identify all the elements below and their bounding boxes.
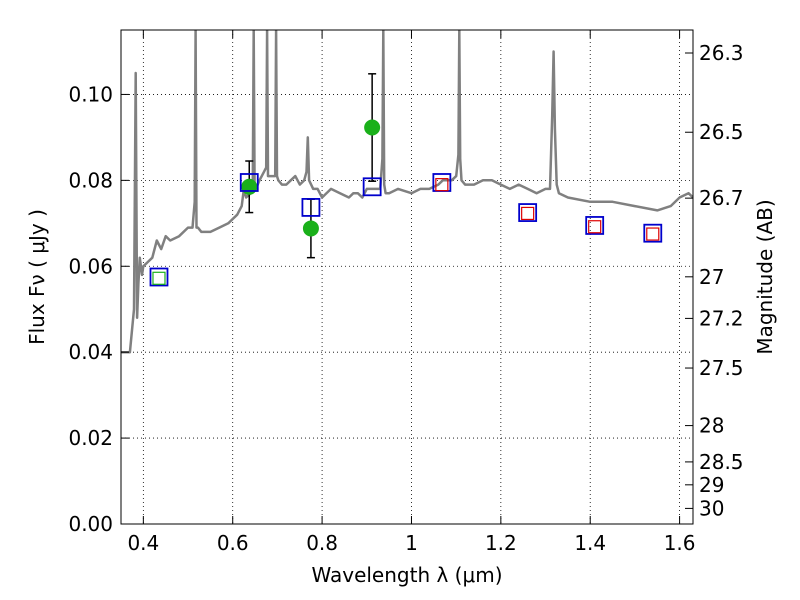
model-flux-square (585, 216, 605, 235)
mag-tick-label: 26.5 (699, 120, 744, 144)
axis-ticks: 0.4 0.6 0.8 1 1.2 1.4 1.6 0.00 0.02 0.04 0.06 0.08 0… (68, 30, 744, 555)
model-flux-square (435, 178, 449, 192)
mag-tick-label: 30 (699, 496, 724, 520)
mag-tick-label: 29 (699, 473, 724, 497)
mag-tick-label: 26.3 (699, 41, 744, 65)
mag-tick-label: 27.5 (699, 356, 744, 380)
mag-tick-label: 27.2 (699, 306, 744, 330)
model-flux-square (643, 223, 663, 243)
model-flux-square (239, 173, 259, 192)
mag-tick-label: 27 (699, 265, 724, 289)
x-tick-label: 1 (405, 531, 418, 555)
model-flux-square (646, 227, 660, 241)
y-tick-label: 0.08 (68, 168, 113, 192)
observed-flux-point (241, 178, 258, 195)
y-tick-label: 0.02 (68, 426, 113, 450)
plot-area (121, 30, 693, 354)
model-flux-square (149, 267, 169, 287)
y-tick-label: 0.06 (68, 254, 113, 278)
model-flux-square (301, 198, 321, 217)
model-flux-square (521, 206, 535, 221)
x-tick-label: 1.2 (485, 531, 517, 555)
x-tick-label: 0.8 (306, 531, 338, 555)
y-axis-label: Flux Fν ( μJy ) (25, 209, 49, 345)
observed-flux-point (364, 119, 381, 136)
mag-tick-label: 26.7 (699, 186, 744, 210)
model-spectrum-line (121, 30, 693, 354)
y2-axis-label: Magnitude (AB) (753, 199, 777, 354)
x-tick-label: 0.6 (217, 531, 249, 555)
y-tick-label: 0.00 (68, 512, 113, 536)
model-flux-square (152, 271, 166, 285)
x-tick-label: 0.4 (127, 531, 159, 555)
y-tick-label: 0.04 (68, 340, 113, 364)
model-flux-square (362, 177, 382, 197)
model-flux-square (588, 220, 602, 234)
model-flux-square (518, 203, 538, 222)
x-tick-label: 1.4 (574, 531, 606, 555)
mag-tick-label: 28 (699, 414, 724, 438)
mag-tick-label: 28.5 (699, 450, 744, 474)
x-axis-label: Wavelength λ (μm) (311, 563, 502, 587)
x-tick-label: 1.6 (664, 531, 696, 555)
observed-flux-point (302, 220, 319, 237)
y-tick-label: 0.10 (68, 82, 113, 106)
